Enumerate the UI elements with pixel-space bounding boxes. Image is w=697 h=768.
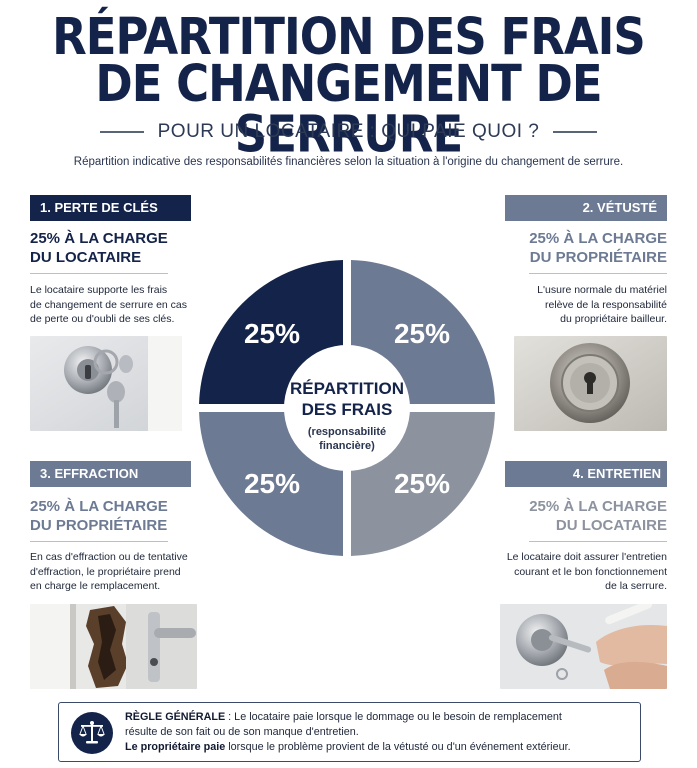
photo-worn-lock-cylinder bbox=[514, 336, 667, 431]
section-1-description-line: de changement de serrure en cas bbox=[30, 298, 188, 311]
section-2-description-line: du propriétaire bailleur. bbox=[560, 313, 667, 325]
section-1-heading-line-2: DU LOCATAIRE bbox=[30, 249, 142, 266]
section-3-description: En cas d'effraction ou de tentative d'ef… bbox=[30, 550, 205, 594]
section-4-label: 4. ENTRETIEN COURANT bbox=[505, 461, 667, 507]
photo-keys-in-lock bbox=[30, 336, 182, 431]
subtitle-rule-left bbox=[99, 131, 144, 133]
section-1-heading: 25% À LA CHARGE DU LOCATAIRE bbox=[30, 229, 200, 274]
scales-icon bbox=[71, 712, 113, 754]
photo-lock-maintenance bbox=[500, 604, 667, 689]
section-4-heading-rule bbox=[529, 541, 667, 542]
section-1-description: Le locataire supporte les frais de chang… bbox=[30, 283, 200, 327]
section-3-label: 3. EFFRACTION bbox=[30, 461, 191, 487]
section-2-heading: 25% À LA CHARGE DU PROPRIÉTAIRE bbox=[497, 229, 667, 274]
title-line-1: RÉPARTITION DES FRAIS bbox=[52, 6, 646, 67]
section-1-heading-line-1: 25% À LA CHARGE bbox=[30, 230, 168, 247]
title-line-2: DE CHANGEMENT DE SERRURE bbox=[95, 54, 602, 164]
section-2-label: 2. VÉTUSTÉ bbox=[505, 195, 667, 221]
section-2-heading-line-2: DU PROPRIÉTAIRE bbox=[529, 249, 667, 266]
general-rule-label: RÈGLE GÉNÉRALE bbox=[125, 711, 226, 723]
section-1-description-line: Le locataire supporte les frais bbox=[30, 284, 168, 296]
section-3-heading: 25% À LA CHARGE DU PROPRIÉTAIRE bbox=[30, 497, 205, 542]
section-2-description-line: L'usure normale du matériel bbox=[537, 284, 667, 296]
section-1-heading-rule bbox=[30, 273, 168, 274]
general-rule-tenant-text: : Le locataire paie lorsque le dommage o… bbox=[225, 711, 562, 723]
section-2-heading-rule bbox=[529, 273, 667, 274]
subtitle-rule-right bbox=[553, 131, 598, 133]
pie-center-title-line-1: RÉPARTITION bbox=[290, 379, 404, 398]
general-rule-owner-text: lorsque le problème provient de la vétus… bbox=[225, 741, 571, 753]
section-4-description: Le locataire doit assurer l'entretien co… bbox=[487, 550, 667, 594]
pie-slice-label: 25% bbox=[394, 318, 450, 349]
subtitle-row: POUR UN LOCATAIRE : QUI PAIE QUOI ? bbox=[0, 119, 697, 145]
section-3-description-line: d'effraction, le propriétaire prend bbox=[30, 565, 181, 578]
pie-slice-label: 25% bbox=[244, 468, 300, 499]
general-rule-tenant-text-2: résulte de son fait ou de son manque d'e… bbox=[125, 726, 359, 738]
section-2-description-line: relève de la responsabilité bbox=[545, 298, 667, 311]
section-2-heading-line-1: 25% À LA CHARGE bbox=[529, 230, 667, 247]
pie-center-title-line-2: DES FRAIS bbox=[302, 400, 393, 419]
section-4-description-line: courant et le bon fonctionnement bbox=[514, 565, 667, 578]
pie-center-subtitle-line-1: (responsabilité bbox=[308, 426, 386, 438]
section-3-heading-line-2: DU PROPRIÉTAIRE bbox=[30, 517, 168, 534]
section-2-description: L'usure normale du matériel relève de la… bbox=[497, 283, 667, 327]
section-3-description-line: En cas d'effraction ou de tentative bbox=[30, 551, 188, 563]
pie-slice-label: 25% bbox=[394, 468, 450, 499]
section-4-description-line: Le locataire doit assurer l'entretien bbox=[506, 551, 667, 563]
general-rule-owner-label: Le propriétaire paie bbox=[125, 741, 226, 753]
section-1-description-line: de perte ou d'oubli de ses clés. bbox=[30, 313, 175, 325]
section-1-label: 1. PERTE DE CLÉS bbox=[30, 195, 191, 221]
section-4-heading-line-2: DU LOCATAIRE bbox=[555, 517, 667, 534]
section-3-heading-rule bbox=[30, 541, 168, 542]
pie-slice-label: 25% bbox=[244, 318, 300, 349]
section-4-heading: 25% À LA CHARGE DU LOCATAIRE bbox=[492, 497, 667, 542]
section-4-description-line: de la serrure. bbox=[605, 580, 667, 592]
intro-text: Répartition indicative des responsabilit… bbox=[73, 156, 624, 168]
pie-center-disc bbox=[284, 345, 410, 471]
allocation-pie-chart: 25% 25% 25% 25% RÉPARTITION DES FRAIS (resp… bbox=[199, 260, 495, 556]
general-rule-text: RÈGLE GÉNÉRALE : Le locataire paie lorsq… bbox=[125, 710, 630, 755]
section-4-heading-line-1: 25% À LA CHARGE bbox=[529, 498, 667, 515]
section-3-heading-line-1: 25% À LA CHARGE bbox=[30, 498, 168, 515]
section-3-description-line: en charge le remplacement. bbox=[30, 580, 161, 592]
photo-forced-door bbox=[30, 604, 197, 689]
pie-center-subtitle-line-2: financière) bbox=[319, 440, 375, 452]
subtitle: POUR UN LOCATAIRE : QUI PAIE QUOI ? bbox=[157, 121, 540, 142]
general-rule-box: RÈGLE GÉNÉRALE : Le locataire paie lorsq… bbox=[58, 702, 641, 762]
